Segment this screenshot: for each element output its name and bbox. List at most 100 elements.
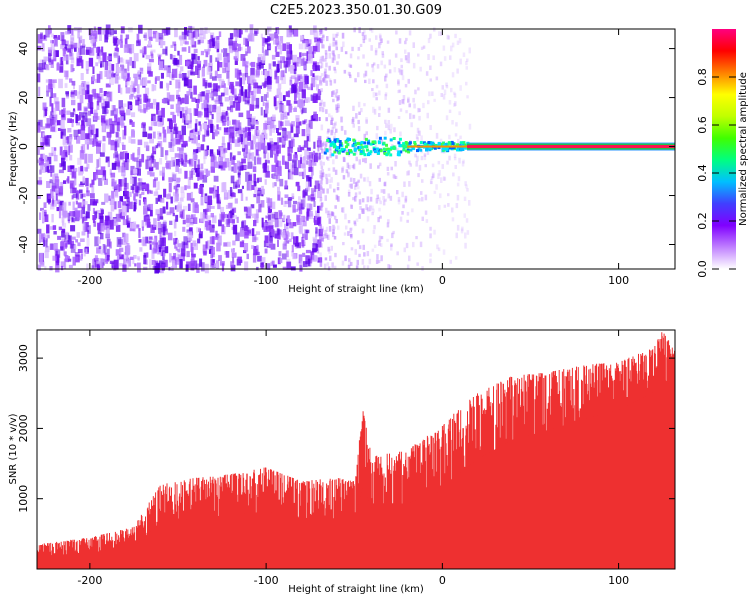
- noise-cell: [249, 103, 254, 111]
- noise-cell: [214, 129, 218, 137]
- noise-cell: [416, 127, 420, 134]
- noise-cell: [298, 171, 304, 177]
- noise-cell: [245, 51, 248, 56]
- noise-cell: [364, 34, 367, 40]
- y-tick-label: -40: [17, 236, 30, 254]
- noise-cell: [111, 64, 115, 71]
- noise-cell: [143, 266, 148, 270]
- noise-cell: [231, 248, 235, 253]
- noise-cell: [194, 160, 197, 171]
- noise-cell: [308, 46, 313, 56]
- noise-cell: [250, 74, 256, 81]
- noise-cell: [417, 173, 420, 178]
- noise-cell: [279, 100, 283, 105]
- noise-cell: [263, 123, 268, 130]
- noise-cell: [439, 61, 443, 67]
- noise-cell: [145, 54, 151, 60]
- noise-cell: [64, 146, 68, 155]
- noise-cell: [198, 167, 204, 173]
- noise-cell: [94, 211, 98, 219]
- noise-cell: [181, 248, 186, 257]
- noise-cell: [102, 244, 106, 253]
- noise-cell: [130, 139, 136, 144]
- noise-cell: [396, 148, 399, 152]
- noise-cell: [371, 88, 374, 92]
- noise-cell: [197, 63, 201, 71]
- noise-cell: [218, 255, 222, 261]
- noise-cell: [100, 61, 105, 68]
- noise-cell: [81, 206, 85, 214]
- noise-cell: [392, 174, 395, 179]
- noise-cell: [274, 32, 279, 39]
- noise-cell: [316, 140, 322, 148]
- noise-cell: [141, 220, 145, 228]
- noise-cell: [317, 145, 320, 152]
- noise-cell: [305, 97, 310, 103]
- noise-cell: [221, 263, 225, 272]
- noise-cell: [187, 70, 190, 78]
- noise-cell: [421, 179, 424, 183]
- blob-cell: [382, 141, 386, 145]
- noise-cell: [358, 191, 361, 195]
- noise-cell: [347, 71, 350, 76]
- noise-cell: [269, 33, 274, 41]
- noise-cell: [117, 39, 121, 45]
- noise-cell: [366, 196, 370, 203]
- noise-cell: [184, 27, 188, 35]
- noise-cell: [429, 233, 432, 239]
- noise-cell: [194, 123, 198, 132]
- noise-cell: [170, 111, 175, 115]
- noise-cell: [230, 264, 236, 272]
- noise-cell: [155, 32, 160, 42]
- noise-cell: [384, 119, 387, 124]
- noise-cell: [150, 118, 154, 126]
- noise-cell: [461, 226, 464, 232]
- noise-cell: [408, 160, 411, 165]
- noise-cell: [181, 47, 187, 52]
- noise-cell: [237, 189, 243, 194]
- noise-cell: [51, 40, 54, 44]
- noise-cell: [468, 200, 471, 206]
- noise-cell: [153, 191, 159, 197]
- noise-cell: [284, 134, 288, 141]
- noise-cell: [344, 130, 347, 135]
- noise-cell: [357, 101, 361, 108]
- noise-cell: [43, 202, 47, 208]
- noise-cell: [264, 80, 268, 85]
- noise-cell: [262, 163, 267, 173]
- noise-cell: [302, 157, 307, 164]
- noise-cell: [258, 62, 264, 69]
- noise-cell: [231, 252, 237, 258]
- noise-cell: [206, 203, 211, 212]
- noise-cell: [239, 77, 242, 87]
- noise-cell: [198, 171, 203, 181]
- noise-cell: [278, 92, 283, 101]
- noise-cell: [319, 224, 322, 229]
- blob-cell: [340, 147, 344, 151]
- noise-cell: [410, 122, 413, 128]
- noise-cell: [361, 198, 365, 203]
- noise-cell: [165, 150, 169, 156]
- noise-cell: [133, 255, 137, 259]
- noise-cell: [370, 27, 374, 33]
- noise-cell: [298, 196, 301, 201]
- noise-cell: [247, 206, 252, 216]
- noise-cell: [196, 146, 201, 153]
- noise-cell: [335, 89, 339, 94]
- noise-cell: [384, 75, 387, 82]
- noise-cell: [430, 181, 433, 184]
- noise-cell: [393, 174, 396, 180]
- noise-cell: [443, 177, 447, 181]
- noise-cell: [200, 195, 204, 206]
- noise-cell: [211, 247, 215, 255]
- noise-cell: [96, 53, 101, 60]
- noise-cell: [403, 181, 406, 187]
- noise-cell: [373, 244, 377, 248]
- noise-cell: [45, 64, 50, 71]
- y-tick-label: 40: [17, 42, 30, 56]
- noise-cell: [97, 222, 100, 231]
- noise-cell: [357, 126, 361, 132]
- noise-cell: [175, 79, 181, 89]
- blob-cell: [331, 141, 335, 145]
